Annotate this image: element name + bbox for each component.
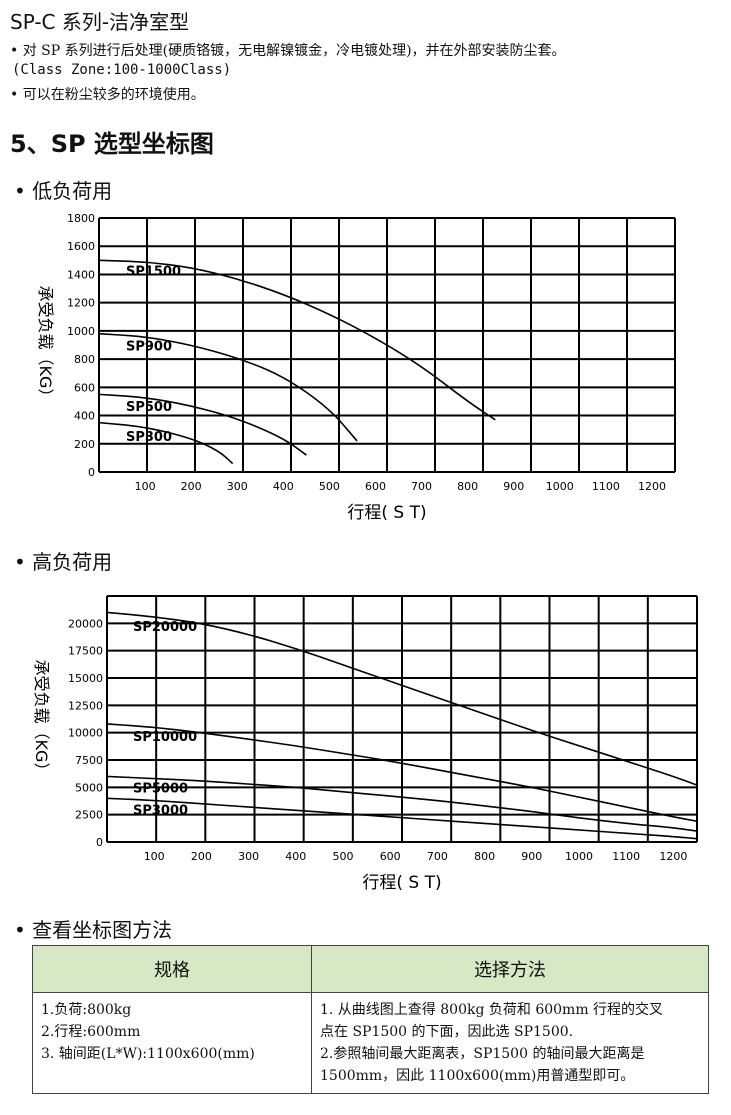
y-tick-label: 15000	[68, 672, 103, 685]
series-line	[106, 797, 698, 840]
x-tick-label: 100	[135, 480, 156, 493]
x-tick-label: 1200	[659, 850, 687, 863]
method-line: 1500mm，因此 1100x600(mm)用普通型即可。	[320, 1068, 635, 1084]
method-cell: 1. 从曲线图上查得 800kg 负荷和 600mm 行程的交叉 点在 SP15…	[311, 992, 709, 1094]
x-axis-label: 行程( S T)	[347, 503, 426, 523]
y-tick-label: 800	[74, 353, 95, 366]
x-tick-label: 1200	[638, 480, 666, 493]
y-tick-label: 20000	[68, 617, 103, 630]
bullet-text-continued: (Class Zone:100-1000Class)	[12, 62, 232, 78]
series-line	[106, 775, 698, 832]
y-tick-label: 600	[74, 381, 95, 394]
page-title: SP-C 系列-洁净室型	[10, 10, 190, 34]
series-line	[98, 332, 358, 442]
x-tick-label: 1000	[565, 850, 593, 863]
series-label: SP1500	[126, 265, 181, 280]
y-tick-label: 17500	[68, 645, 103, 658]
spec-cell: 1.负荷:800kg 2.行程:600mm 3. 轴间距(L*W):1100x6…	[32, 992, 312, 1094]
y-tick-label: 12500	[68, 699, 103, 712]
y-tick-label: 5000	[75, 781, 103, 794]
series-label: SP300	[126, 430, 172, 445]
method-line: 2.参照轴间最大距离表，SP1500 的轴间最大距离是	[320, 1046, 645, 1062]
y-tick-label: 1200	[67, 297, 95, 310]
x-tick-label: 600	[380, 850, 401, 863]
x-tick-label: 300	[238, 850, 259, 863]
x-tick-label: 400	[285, 850, 306, 863]
method-heading: • 查看坐标图方法	[14, 918, 173, 942]
series-label: SP3000	[133, 803, 188, 818]
low-load-chart: 0 200 400 600 800 1000 1200 1400 1600 1800 100 200 3…	[36, 212, 676, 523]
x-tick-label: 600	[365, 480, 386, 493]
series-line	[106, 723, 698, 823]
low-load-heading: • 低负荷用	[14, 179, 113, 203]
series-line	[98, 421, 234, 465]
table-header-row: 规格 选择方法	[32, 945, 709, 993]
method-line: 1. 从曲线图上查得 800kg 负荷和 600mm 行程的交叉	[320, 1002, 664, 1018]
x-tick-label: 900	[503, 480, 524, 493]
y-axis-label: 承受负载（KG）	[36, 286, 55, 405]
y-tick-label: 10000	[68, 727, 103, 740]
bullet-text: • 可以在粉尘较多的环境使用。	[10, 87, 205, 103]
series-line	[98, 259, 496, 421]
spec-line: 2.行程:600mm	[41, 1024, 141, 1040]
series-label: SP900	[126, 340, 172, 355]
section-title: 5、SP 选型坐标图	[10, 130, 214, 158]
y-tick-label: 0	[96, 836, 103, 849]
bullet-text: • 对 SP 系列进行后处理(硬质铬镀，无电解镍镀金，冷电镀处理)，并在外部安装…	[10, 43, 566, 59]
spec-line: 3. 轴间距(L*W):1100x600(mm)	[41, 1046, 255, 1062]
series-line	[106, 611, 698, 786]
x-tick-label: 200	[181, 480, 202, 493]
x-tick-label: 500	[319, 480, 340, 493]
table-row: 1.负荷:800kg 2.行程:600mm 3. 轴间距(L*W):1100x6…	[32, 992, 709, 1094]
method-line: 点在 SP1500 的下面，因此选 SP1500.	[320, 1024, 574, 1040]
series-label: SP20000	[133, 620, 197, 635]
y-tick-label: 400	[74, 410, 95, 423]
spec-column-header: 规格	[32, 945, 312, 993]
y-tick-label: 7500	[75, 754, 103, 767]
y-tick-label: 0	[88, 466, 95, 479]
y-tick-label: 200	[74, 438, 95, 451]
method-table: 规格 选择方法 1.负荷:800kg 2.行程:600mm 3. 轴间距(L*W…	[32, 945, 709, 1094]
x-tick-label: 900	[521, 850, 542, 863]
series-line	[98, 393, 307, 456]
high-load-chart: 0 2500 5000 7500 10000 12500 15000 17500 20000 10…	[32, 595, 698, 893]
x-tick-label: 500	[333, 850, 354, 863]
high-load-heading: • 高负荷用	[14, 550, 113, 574]
y-tick-label: 1000	[67, 325, 95, 338]
spec-line: 1.负荷:800kg	[41, 1002, 132, 1018]
y-tick-label: 1400	[67, 268, 95, 281]
y-tick-label: 1600	[67, 240, 95, 253]
y-tick-label: 1800	[67, 212, 95, 225]
y-tick-label: 2500	[75, 809, 103, 822]
x-tick-label: 1100	[612, 850, 640, 863]
series-label: SP10000	[133, 730, 197, 745]
x-tick-label: 700	[411, 480, 432, 493]
x-axis-label: 行程( S T)	[362, 873, 441, 893]
x-tick-label: 800	[457, 480, 478, 493]
x-tick-label: 1000	[546, 480, 574, 493]
y-axis-label: 承受负载（KG）	[32, 660, 51, 779]
series-label: SP5000	[133, 782, 188, 797]
x-tick-label: 700	[427, 850, 448, 863]
x-tick-label: 300	[227, 480, 248, 493]
x-tick-label: 800	[474, 850, 495, 863]
x-tick-label: 100	[144, 850, 165, 863]
method-column-header: 选择方法	[311, 945, 709, 993]
series-label: SP500	[126, 400, 172, 415]
x-tick-label: 1100	[592, 480, 620, 493]
x-tick-label: 400	[273, 480, 294, 493]
x-tick-label: 200	[191, 850, 212, 863]
